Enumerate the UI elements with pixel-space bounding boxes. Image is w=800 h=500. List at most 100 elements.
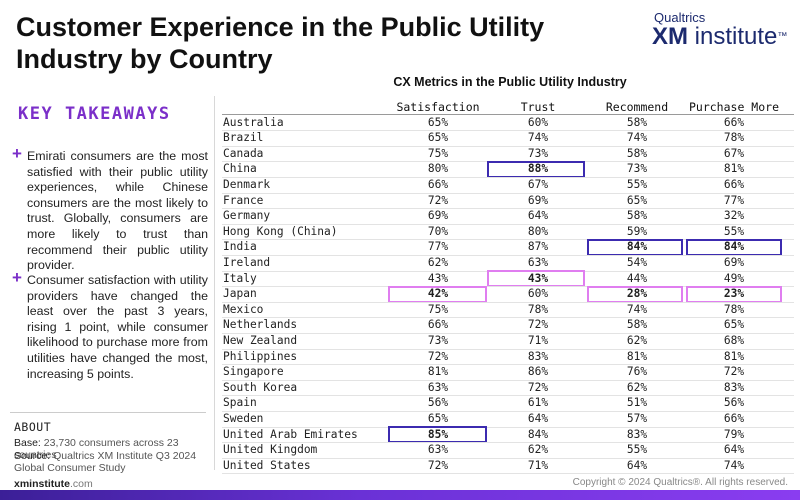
metric-value: 66% [427,318,449,332]
metric-value: 74% [527,131,549,145]
metric-value: 65% [427,131,449,145]
metric-value: 74% [626,131,648,145]
metric-value: 64% [626,458,648,472]
metric-value: 72% [427,458,449,472]
row-divider [222,426,794,428]
table-row: Ireland 62% 63% 54% 69% [222,255,794,271]
table-row: United Arab Emirates 85% 84% 83% 79% [222,427,794,443]
row-divider [222,348,794,350]
table-row: Spain 56% 61% 51% 56% [222,395,794,411]
lowest-value-highlight [487,269,585,287]
highest-value-highlight [388,425,487,443]
row-divider [222,442,794,444]
metric-value: 74% [723,458,745,472]
country-name: Sweden [223,412,264,425]
metric-value: 68% [723,334,745,347]
metric-value: 67% [527,178,549,191]
country-name: Brazil [223,131,264,145]
table-row: China 80% 88% 73% 81% [222,161,794,177]
metric-value: 75% [427,302,449,316]
metric-value: 64% [527,209,549,223]
row-divider [222,364,794,366]
country-name: Netherlands [223,318,298,332]
table-row: Australia 65% 60% 58% 66% [222,115,794,131]
country-name: South Korea [223,380,298,394]
metric-value: 32% [723,209,745,223]
metric-value: 73% [626,162,648,176]
metric-value: 62% [427,256,449,269]
metric-value: 62% [626,334,648,347]
metric-value: 65% [427,412,449,425]
footer-bar [0,490,800,500]
about-source-value: Qualtrics XM Institute Q3 2024 Global Co… [14,450,197,474]
key-takeaways-title: KEY TAKEAWAYS [18,104,171,124]
metric-value: 72% [427,193,449,207]
metric-value: 56% [427,396,449,410]
footer-site-name: xminstitute [14,478,71,490]
row-divider [222,457,794,459]
column-header-trust: Trust [520,100,556,114]
metric-value: 42% [427,287,449,301]
highest-value-highlight [487,160,585,178]
about-base-label: Base: [14,437,41,449]
metric-value: 23% [723,287,745,301]
row-divider [222,379,794,381]
metric-value: 71% [527,334,549,347]
metric-value: 80% [427,162,449,176]
metric-value: 75% [427,146,449,160]
column-header-recommend: Recommend [605,100,669,114]
row-divider [222,317,794,319]
metric-value: 77% [723,193,745,207]
metric-value: 65% [626,193,648,207]
metric-value: 60% [527,287,549,301]
metric-value: 65% [427,115,449,129]
row-divider [222,333,794,334]
table-row: New Zealand 73% 71% 62% 68% [222,333,794,349]
country-name: Singapore [223,365,284,379]
metric-value: 81% [723,349,745,363]
row-divider [222,208,794,210]
metric-value: 84% [626,240,648,254]
metric-value: 63% [527,256,549,269]
metric-value: 58% [626,146,648,160]
metric-value: 58% [626,209,648,223]
metric-value: 67% [723,146,745,160]
metric-value: 80% [527,224,549,238]
metric-value: 59% [626,224,648,238]
metric-value: 72% [527,380,549,394]
row-divider [222,411,794,412]
column-header-satisfaction: Satisfaction [396,100,480,114]
country-name: Australia [223,115,284,129]
table-row: Germany 69% 64% 58% 32% [222,208,794,224]
metric-value: 58% [626,115,648,129]
row-divider [222,301,794,303]
table-row: Denmark 66% 67% 55% 66% [222,177,794,193]
metric-value: 87% [527,240,549,254]
lowest-value-highlight [587,285,683,303]
footer-site-link[interactable]: xminstitute.com [14,478,93,490]
footer-site-domain: .com [70,478,93,490]
metric-value: 51% [626,396,648,410]
brand-logo-xm: XM [652,23,688,50]
lowest-value-highlight [388,285,487,303]
brand-logo-main: XM institute™ [652,23,787,50]
row-divider [222,286,794,288]
metric-value: 72% [527,318,549,332]
takeaway-text: Consumer satisfaction with utility provi… [27,273,208,381]
panel-divider [214,96,215,470]
metric-value: 81% [626,349,648,363]
metric-value: 43% [527,271,549,285]
metric-value: 55% [723,224,745,238]
table-title: CX Metrics in the Public Utility Industr… [393,75,627,89]
country-name: Philippines [223,349,298,363]
metric-value: 55% [626,443,648,457]
country-name: Denmark [223,178,271,191]
table-row: Philippines 72% 83% 81% 81% [222,349,794,365]
metric-value: 66% [723,412,745,425]
country-name: United Arab Emirates [223,427,358,441]
metric-value: 57% [626,412,648,425]
highest-value-highlight [686,238,782,256]
about-divider [10,412,206,413]
copyright-text: Copyright © 2024 Qualtrics®. All rights … [572,477,788,488]
metric-value: 54% [626,256,648,269]
